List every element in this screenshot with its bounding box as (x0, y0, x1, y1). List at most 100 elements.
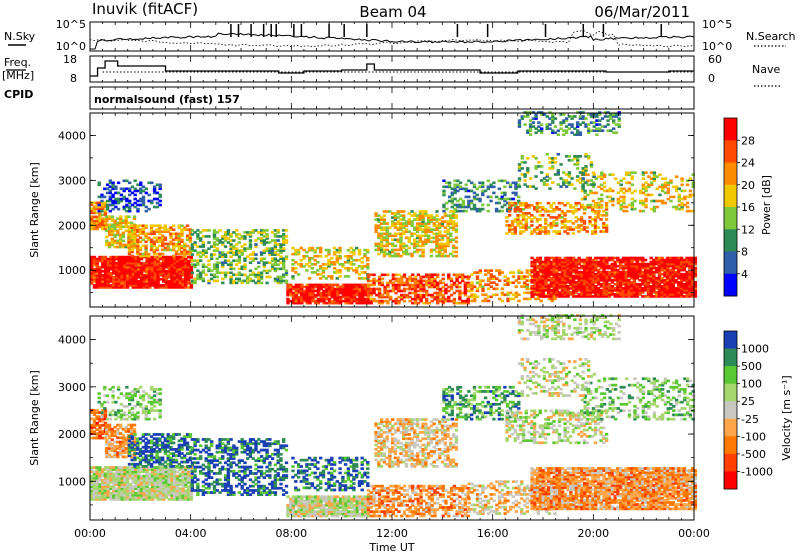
heatmap-cell (552, 208, 556, 211)
heatmap-cell (172, 228, 176, 232)
heatmap-cell (95, 259, 99, 263)
heatmap-cell (540, 123, 544, 126)
heatmap-cell (294, 248, 298, 252)
heatmap-cell (593, 218, 598, 221)
heatmap-cell (167, 276, 171, 279)
heatmap-cell (152, 236, 157, 240)
heatmap-cell (106, 261, 110, 265)
heatmap-cell (137, 272, 141, 275)
heatmap-cell (619, 205, 623, 209)
heatmap-cell (566, 268, 570, 272)
heatmap-cell (605, 264, 609, 268)
heatmap-cell (184, 274, 188, 277)
heatmap-cell (131, 265, 135, 269)
heatmap-cell (374, 214, 378, 217)
heatmap-cell (552, 220, 556, 223)
heatmap-cell (424, 232, 428, 236)
heatmap-cell (614, 177, 618, 181)
heatmap-cell (95, 274, 99, 277)
heatmap-cell (452, 281, 457, 285)
heatmap-cell (90, 217, 94, 221)
heatmap-cell (311, 295, 315, 299)
heatmap-cell (319, 293, 323, 297)
heatmap-cell (530, 218, 534, 221)
heatmap-cell (544, 276, 548, 280)
heatmap-cell (181, 274, 185, 277)
heatmap-cell (533, 260, 537, 264)
heatmap-cell (564, 125, 569, 128)
heatmap-cell (605, 293, 609, 296)
heatmap-cell (580, 276, 584, 280)
heatmap-cell (567, 123, 572, 126)
heatmap-cell (137, 259, 141, 263)
heatmap-cell (141, 232, 145, 236)
heatmap-cell (374, 244, 378, 248)
heatmap-cell (186, 272, 191, 275)
heatmap-cell (330, 299, 334, 303)
heatmap-cell (363, 271, 367, 274)
heatmap-cell (322, 291, 326, 295)
heatmap-cell (394, 299, 398, 303)
heatmap-cell (427, 236, 431, 240)
heatmap-cell (463, 285, 468, 289)
heatmap-cell (355, 297, 359, 301)
heatmap-cell (430, 293, 434, 297)
heatmap-cell (123, 263, 127, 267)
heatmap-cell (688, 270, 692, 274)
heatmap-cell (602, 291, 606, 294)
heatmap-cell (619, 199, 623, 203)
heatmap-cell (134, 282, 138, 285)
heatmap-cell (400, 277, 404, 281)
heatmap-cell (607, 274, 612, 278)
heatmap-cell (153, 282, 158, 285)
heatmap-cell (616, 260, 620, 264)
heatmap-cell (152, 240, 157, 244)
heatmap-cell (596, 256, 601, 260)
heatmap-cell (276, 275, 280, 279)
heatmap-cell (641, 262, 645, 266)
heatmap-cell (142, 267, 146, 271)
heatmap-cell (552, 201, 556, 205)
heatmap-cell (150, 265, 155, 269)
heatmap-cell (451, 212, 456, 215)
heatmap-cell (156, 280, 160, 283)
heatmap-cell (400, 295, 404, 299)
heatmap-cell (688, 283, 692, 286)
heatmap-cell (641, 173, 646, 177)
heatmap-cell (338, 291, 343, 295)
heatmap-cell (666, 281, 670, 284)
heatmap-cell (546, 230, 551, 233)
heatmap-cell (643, 270, 648, 274)
heatmap-cell (632, 289, 637, 292)
heatmap-cell (101, 265, 105, 269)
heatmap-cell (117, 265, 122, 269)
heatmap-cell (144, 205, 148, 209)
heatmap-cell (380, 273, 385, 277)
heatmap-cell (635, 285, 639, 288)
heatmap-cell (90, 255, 94, 259)
heatmap-cell (382, 238, 387, 242)
heatmap-cell (652, 291, 656, 294)
heatmap-cell (682, 291, 687, 294)
heatmap-cell (569, 270, 573, 274)
heatmap-cell (347, 295, 351, 299)
heatmap-cell (248, 233, 253, 236)
heatmap-cell (402, 230, 406, 234)
heatmap-cell (90, 259, 94, 263)
heatmap-cell (663, 272, 667, 276)
heatmap-cell (127, 235, 131, 239)
heatmap-cell (297, 289, 301, 293)
heatmap-cell (506, 297, 510, 301)
heatmap-cell (688, 289, 692, 292)
heatmap-cell (408, 275, 412, 279)
heatmap-cell (193, 243, 197, 246)
heatmap-cell (591, 199, 596, 203)
heatmap-cell (649, 268, 653, 272)
heatmap-cell (530, 268, 534, 272)
heatmap-cell (134, 257, 138, 261)
heatmap-cell (338, 250, 342, 254)
heatmap-cell (445, 201, 449, 205)
heatmap-cell (605, 195, 610, 199)
heatmap-cell (123, 276, 127, 279)
heatmap-cell (581, 171, 585, 174)
